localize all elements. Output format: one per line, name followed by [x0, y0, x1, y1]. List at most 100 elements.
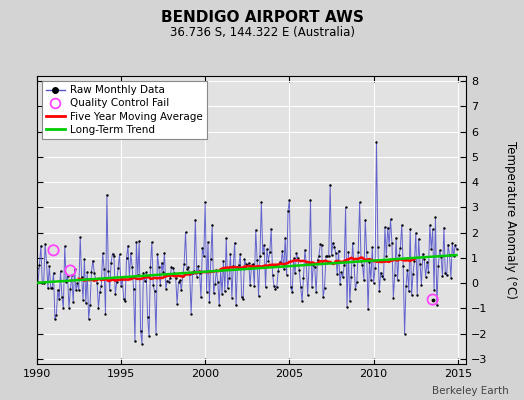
- Point: [355, 199, 364, 206]
- Point: [339, 274, 347, 280]
- Point: [49, 270, 58, 276]
- Point: [115, 251, 124, 258]
- Point: [403, 266, 411, 273]
- Text: Berkeley Earth: Berkeley Earth: [432, 386, 508, 396]
- Point: [227, 294, 236, 301]
- Point: [88, 269, 96, 276]
- Point: [48, 285, 56, 291]
- Point: [80, 256, 89, 262]
- Point: [254, 292, 263, 299]
- Point: [144, 314, 152, 320]
- Point: [271, 285, 280, 292]
- Point: [413, 292, 421, 298]
- Point: [330, 244, 339, 250]
- Point: [359, 277, 368, 283]
- Point: [431, 214, 440, 221]
- Point: [93, 280, 101, 286]
- Point: [226, 250, 235, 257]
- Point: [435, 247, 444, 254]
- Point: [66, 267, 74, 274]
- Point: [444, 241, 452, 248]
- Point: [394, 277, 402, 283]
- Point: [288, 288, 297, 295]
- Point: [73, 280, 82, 286]
- Point: [157, 260, 166, 266]
- Point: [176, 277, 184, 284]
- Point: [215, 302, 223, 308]
- Point: [277, 260, 285, 266]
- Point: [121, 298, 129, 304]
- Text: 36.736 S, 144.322 E (Australia): 36.736 S, 144.322 E (Australia): [169, 26, 355, 39]
- Point: [97, 283, 105, 289]
- Point: [222, 235, 231, 241]
- Point: [303, 292, 312, 298]
- Point: [82, 300, 90, 306]
- Point: [396, 245, 405, 251]
- Point: [385, 242, 394, 248]
- Point: [272, 284, 281, 290]
- Point: [305, 261, 313, 268]
- Point: [344, 249, 353, 255]
- Point: [119, 296, 128, 302]
- Point: [42, 258, 51, 265]
- Point: [118, 276, 126, 282]
- Point: [420, 256, 429, 263]
- Point: [374, 244, 382, 250]
- Point: [365, 258, 374, 265]
- Point: [437, 254, 445, 260]
- Point: [368, 244, 376, 250]
- Point: [78, 274, 86, 280]
- Point: [232, 302, 241, 309]
- Point: [156, 282, 165, 288]
- Point: [63, 273, 72, 279]
- Point: [256, 253, 264, 259]
- Point: [320, 284, 329, 291]
- Point: [89, 257, 97, 264]
- Point: [414, 236, 423, 242]
- Point: [252, 227, 260, 233]
- Point: [41, 241, 49, 248]
- Point: [51, 316, 59, 322]
- Point: [184, 264, 192, 270]
- Point: [140, 278, 149, 284]
- Point: [110, 252, 118, 259]
- Point: [361, 217, 369, 223]
- Point: [235, 262, 243, 268]
- Point: [165, 279, 173, 285]
- Point: [350, 262, 358, 268]
- Point: [261, 284, 270, 291]
- Point: [430, 287, 438, 293]
- Point: [148, 239, 156, 246]
- Point: [183, 266, 191, 272]
- Point: [74, 287, 83, 293]
- Point: [239, 296, 247, 302]
- Point: [409, 270, 417, 277]
- Point: [35, 261, 43, 268]
- Point: [153, 251, 161, 258]
- Point: [412, 230, 420, 236]
- Point: [135, 238, 144, 244]
- Point: [223, 285, 232, 291]
- Point: [406, 226, 414, 232]
- Point: [389, 294, 398, 301]
- Point: [103, 192, 111, 198]
- Point: [225, 275, 233, 281]
- Point: [452, 246, 461, 252]
- Point: [285, 196, 293, 203]
- Point: [402, 283, 410, 290]
- Point: [38, 280, 47, 287]
- Point: [191, 216, 200, 223]
- Point: [322, 253, 330, 260]
- Point: [198, 244, 206, 251]
- Point: [105, 287, 114, 294]
- Point: [169, 264, 177, 271]
- Point: [263, 246, 271, 252]
- Point: [274, 268, 282, 274]
- Point: [68, 272, 76, 278]
- Point: [417, 282, 425, 288]
- Point: [108, 250, 117, 257]
- Point: [79, 296, 87, 303]
- Point: [113, 279, 121, 285]
- Point: [99, 250, 107, 256]
- Point: [367, 277, 375, 283]
